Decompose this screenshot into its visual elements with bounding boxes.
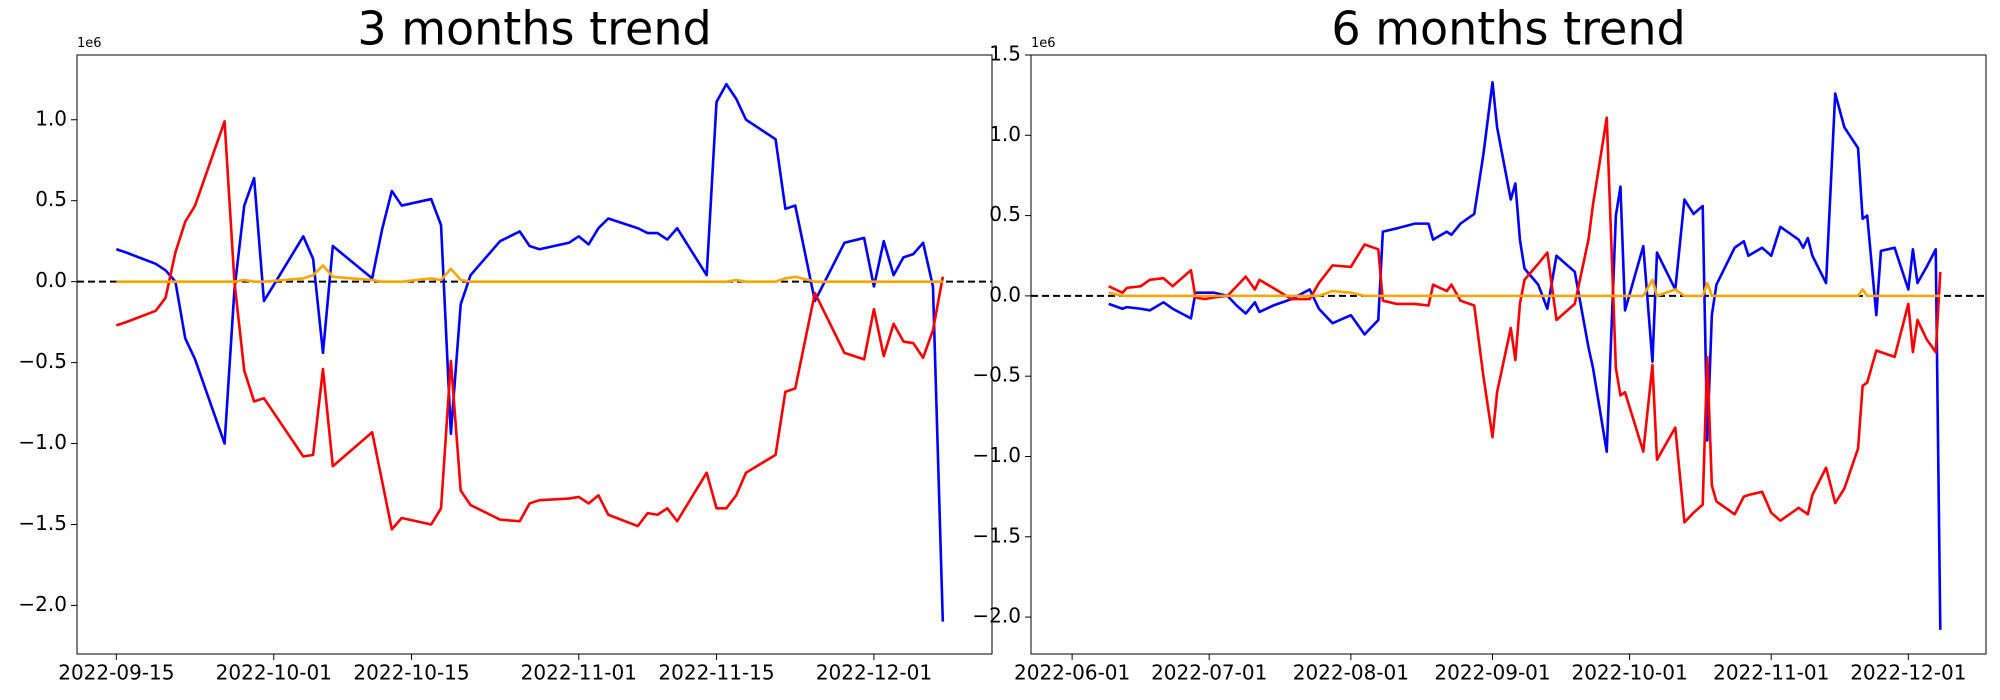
y-tick-label: 0.5 <box>35 187 67 211</box>
x-tick-label: 2022-11-15 <box>658 661 774 685</box>
y-tick-label: 0.0 <box>35 268 67 292</box>
y-tick-label: −0.5 <box>18 349 67 373</box>
chart-title: 3 months trend <box>357 2 711 56</box>
y-tick-label: −0.5 <box>972 363 1021 387</box>
plot-panel: 3 months trend 1e6 −2.0 −1.5 −1.0 −0.5 0.0 0.5 1… <box>18 2 993 685</box>
series-line <box>1108 116 1942 524</box>
series-line <box>115 82 945 622</box>
axis-offset-label: 1e6 <box>1031 36 1056 51</box>
x-tick-label: 2022-08-01 <box>1293 661 1409 685</box>
x-tick-label: 2022-09-01 <box>1434 661 1550 685</box>
y-tick-label: −1.5 <box>18 511 67 535</box>
y-tick-label: 1.0 <box>989 122 1021 146</box>
y-tick-label: −1.0 <box>18 430 67 454</box>
y-tick-label: −1.0 <box>972 443 1021 467</box>
x-tick-label: 2022-11-01 <box>521 661 637 685</box>
series-line <box>115 120 945 531</box>
axis-offset-label: 1e6 <box>77 36 102 51</box>
chart-title: 6 months trend <box>1331 2 1685 56</box>
y-tick-label: 0.5 <box>989 202 1021 226</box>
y-tick-label: 1.5 <box>989 42 1021 66</box>
x-tick-label: 2022-11-01 <box>1713 661 1829 685</box>
y-tick-label: −2.0 <box>972 604 1021 628</box>
series-line <box>1108 278 1941 298</box>
y-tick-label: 1.0 <box>35 106 67 130</box>
x-tick-label: 2022-12-01 <box>1850 661 1966 685</box>
series-line <box>1108 81 1942 630</box>
plot-panel: 6 months trend 1e6 −2.0 −1.5 −1.0 −0.5 0.0 0.5 1… <box>972 2 1987 685</box>
x-tick-label: 2022-12-01 <box>816 661 932 685</box>
x-tick-label: 2022-06-01 <box>1014 661 1130 685</box>
x-tick-label: 2022-10-01 <box>216 661 332 685</box>
y-tick-label: −2.0 <box>18 592 67 616</box>
plot-frame <box>1030 54 1987 655</box>
plot-frame <box>76 54 993 655</box>
series-line <box>116 264 943 283</box>
y-tick-label: 0.0 <box>989 282 1021 306</box>
x-tick-label: 2022-10-15 <box>353 661 469 685</box>
x-tick-label: 2022-10-01 <box>1571 661 1687 685</box>
y-tick-label: −1.5 <box>972 523 1021 547</box>
x-tick-label: 2022-07-01 <box>1151 661 1267 685</box>
x-tick-label: 2022-09-15 <box>58 661 174 685</box>
